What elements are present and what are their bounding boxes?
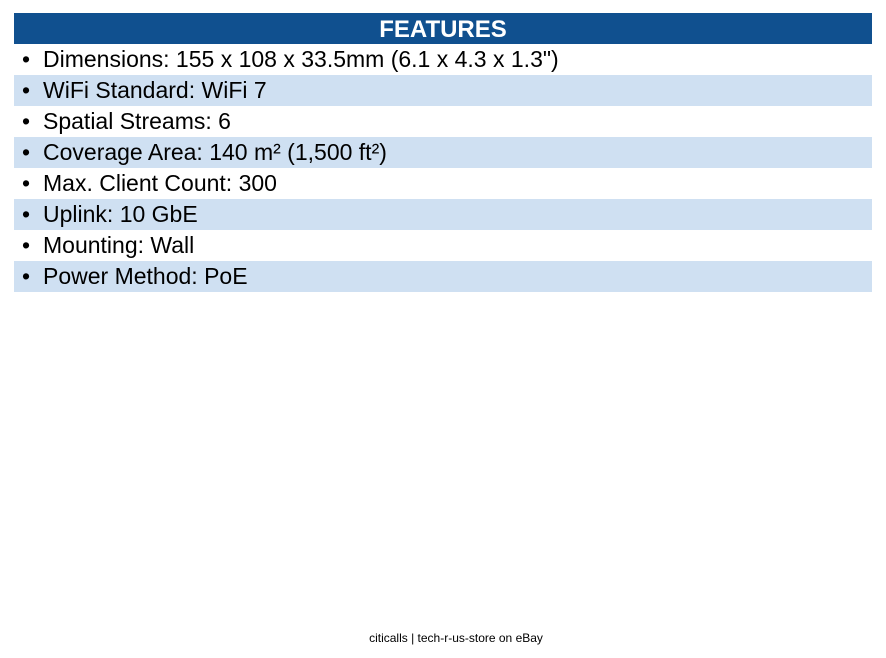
feature-row: • Max. Client Count: 300 [14, 168, 872, 199]
feature-list: • Dimensions: 155 x 108 x 33.5mm (6.1 x 4… [14, 44, 872, 292]
feature-text: Dimensions: 155 x 108 x 33.5mm (6.1 x 4.… [43, 46, 559, 72]
bullet: • [22, 77, 31, 103]
feature-text: Mounting: Wall [43, 232, 195, 258]
feature-text: WiFi Standard: WiFi 7 [43, 77, 267, 103]
feature-row: • Spatial Streams: 6 [14, 106, 872, 137]
bullet: • [22, 108, 31, 134]
feature-text: Uplink: 10 GbE [43, 201, 198, 227]
bullet: • [22, 139, 31, 165]
feature-row: • WiFi Standard: WiFi 7 [14, 75, 872, 106]
feature-row: • Uplink: 10 GbE [14, 199, 872, 230]
bullet: • [22, 232, 31, 258]
feature-row: • Power Method: PoE [14, 261, 872, 292]
footer: citicalls | tech-r-us-store on eBay [369, 631, 543, 645]
bullet: • [22, 263, 31, 289]
bullet: • [22, 201, 31, 227]
feature-row: • Mounting: Wall [14, 230, 872, 261]
features-box: FEATURES • Dimensions: 155 x 108 x 33.5mm… [14, 13, 872, 292]
bullet: • [22, 46, 31, 72]
bullet: • [22, 170, 31, 196]
feature-text: Coverage Area: 140 m² (1,500 ft²) [43, 139, 387, 165]
feature-text: Max. Client Count: 300 [43, 170, 277, 196]
title: FEATURES [14, 13, 872, 44]
feature-row: • Dimensions: 155 x 108 x 33.5mm (6.1 x 4… [14, 44, 872, 75]
feature-row: • Coverage Area: 140 m² (1,500 ft²) [14, 137, 872, 168]
feature-text: Power Method: PoE [43, 263, 248, 289]
feature-text: Spatial Streams: 6 [43, 108, 231, 134]
